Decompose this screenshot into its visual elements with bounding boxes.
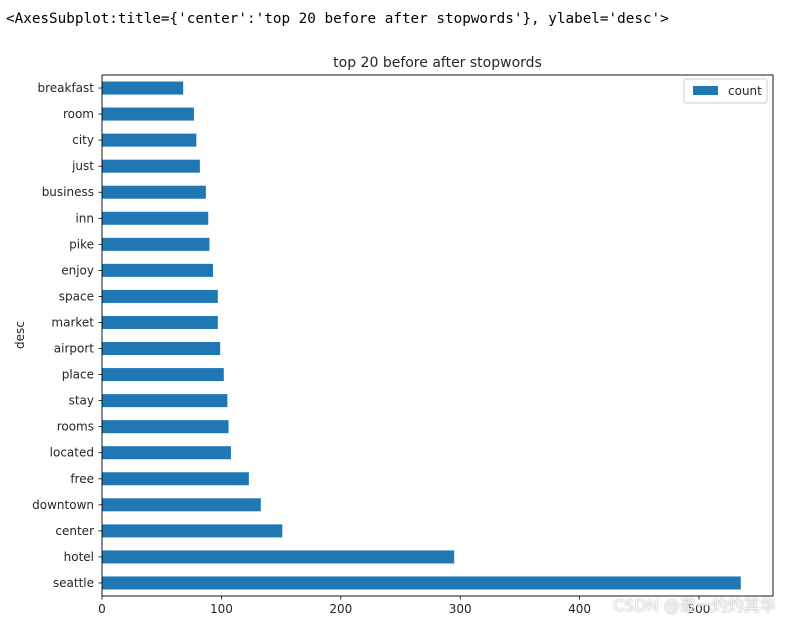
bars-group: [102, 81, 741, 590]
bar-space: [102, 289, 218, 303]
y-tick-label: space: [59, 289, 94, 303]
y-tick-label: room: [63, 107, 94, 121]
y-axis-label: desc: [13, 321, 27, 349]
legend-box: [683, 78, 768, 104]
bar-hotel: [102, 550, 455, 564]
bar-downtown: [102, 498, 261, 512]
y-tick-label: center: [55, 524, 94, 538]
x-tick-label: 100: [210, 602, 233, 616]
chart-title: top 20 before after stopwords: [333, 55, 542, 71]
x-tick-label: 200: [329, 602, 352, 616]
y-tick-label: inn: [75, 211, 94, 225]
bar-just: [102, 159, 200, 173]
y-tick-label: business: [42, 185, 94, 199]
y-tick-label: stay: [69, 394, 94, 408]
x-tick-label: 300: [449, 602, 472, 616]
bar-inn: [102, 211, 209, 225]
y-tick-label: enjoy: [61, 263, 94, 277]
y-tick-label: free: [70, 472, 94, 486]
x-tick-label: 400: [568, 602, 591, 616]
watermark: CSDN @邀一灼灼其华: [613, 596, 776, 615]
y-tick-label: seattle: [53, 576, 94, 590]
y-tick-label: place: [62, 368, 94, 382]
bar-city: [102, 133, 197, 147]
y-tick-label: hotel: [64, 550, 94, 564]
bar-free: [102, 472, 249, 486]
axes-frame: [101, 74, 774, 597]
x-tick-label: 0: [98, 602, 106, 616]
y-tick-label: market: [51, 315, 94, 329]
y-tick-label: downtown: [32, 498, 94, 512]
legend-label: count: [728, 84, 762, 98]
bar-breakfast: [102, 81, 184, 95]
bar-seattle: [102, 576, 741, 590]
bar-located: [102, 446, 231, 460]
bar-center: [102, 524, 283, 538]
bar-room: [102, 107, 194, 121]
y-tick-label: rooms: [57, 420, 94, 434]
y-tick-label: city: [72, 133, 94, 147]
bar-market: [102, 315, 218, 329]
y-tick-labels-group: seattle hotel center downtown free located roo…: [32, 81, 102, 590]
y-tick-label: pike: [69, 237, 94, 251]
y-tick-label: just: [71, 159, 94, 173]
bar-place: [102, 368, 224, 382]
bar-airport: [102, 342, 221, 356]
bar-rooms: [102, 420, 229, 434]
x-tick-label: 500: [688, 602, 711, 616]
legend: count: [683, 78, 768, 104]
legend-swatch: [693, 86, 718, 95]
y-tick-label: located: [50, 446, 94, 460]
bar-enjoy: [102, 263, 214, 277]
bar-business: [102, 185, 206, 199]
axes-repr-output: <AxesSubplot:title={'center':'top 20 bef…: [6, 11, 669, 27]
bar-stay: [102, 394, 228, 408]
y-tick-label: breakfast: [37, 81, 94, 95]
bar-pike: [102, 237, 210, 251]
x-tick-labels-group: 0 100 200 300 400 500: [98, 596, 710, 616]
y-tick-label: airport: [54, 342, 95, 356]
